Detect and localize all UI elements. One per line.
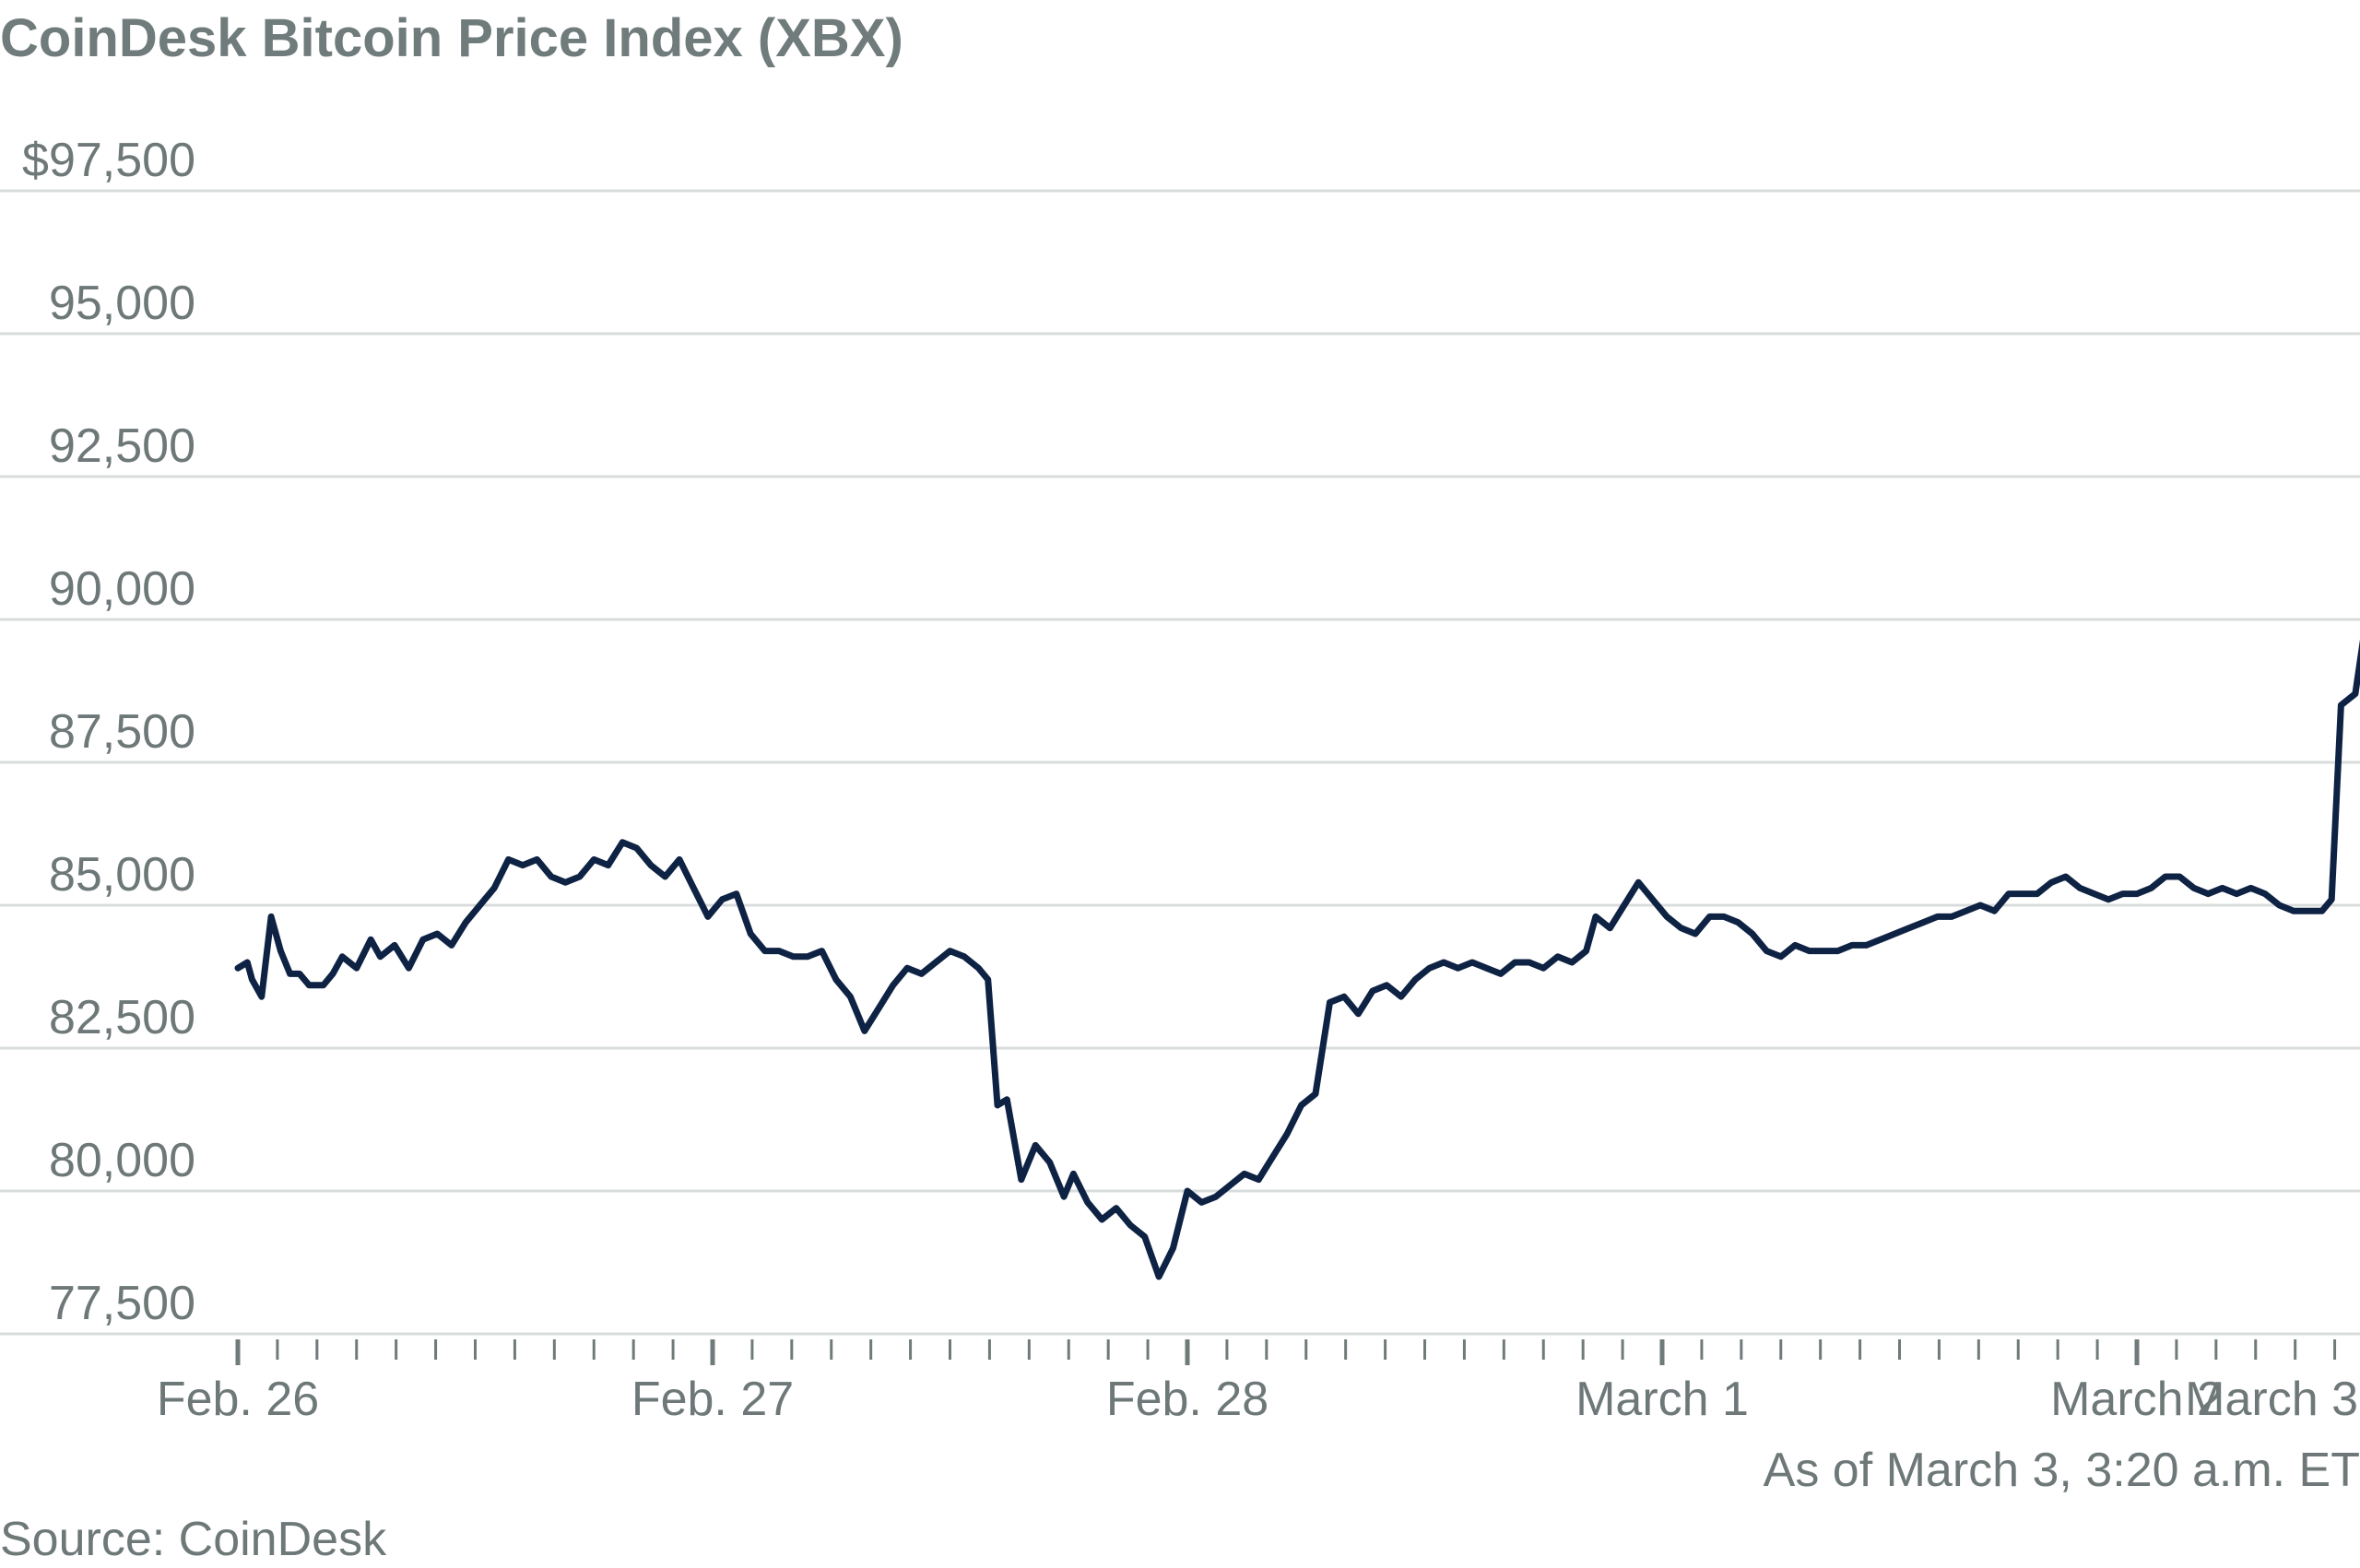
y-tick-label: 95,000	[49, 277, 195, 330]
y-axis-labels: 77,500 80,000 82,500 85,000 87,500 90,000 92,5…	[22, 134, 195, 1330]
y-tick-label: 87,500	[49, 705, 195, 759]
price-series	[234, 639, 2360, 1280]
y-tick-label: 82,500	[49, 991, 195, 1044]
x-tick-label: Feb. 27	[631, 1373, 794, 1426]
x-tick-label: Feb. 28	[1106, 1373, 1268, 1426]
gridlines	[0, 189, 2360, 1336]
series-line-0	[234, 639, 2360, 1280]
x-tick-label: March 2	[2050, 1373, 2224, 1426]
y-tick-label: 80,000	[49, 1134, 195, 1187]
x-tick-label: Feb. 26	[157, 1373, 319, 1426]
y-tick-label: 92,500	[49, 419, 195, 473]
y-tick-label: $97,500	[22, 134, 195, 187]
x-tick-label: March 1	[1575, 1373, 1749, 1426]
x-axis: Feb. 26 Feb. 27 Feb. 28 March 1 March 2March…	[157, 1339, 2358, 1426]
x-tick-label: March 3	[2185, 1373, 2358, 1426]
y-tick-label: 77,500	[49, 1277, 195, 1330]
as-of-note: As of March 3, 3:20 a.m. ET	[1763, 1444, 2360, 1497]
y-tick-label: 90,000	[49, 562, 195, 616]
chart-title: CoinDesk Bitcoin Price Index (XBX)	[0, 8, 903, 68]
source-note: Source: CoinDesk	[0, 1513, 387, 1566]
y-tick-label: 85,000	[49, 848, 195, 902]
